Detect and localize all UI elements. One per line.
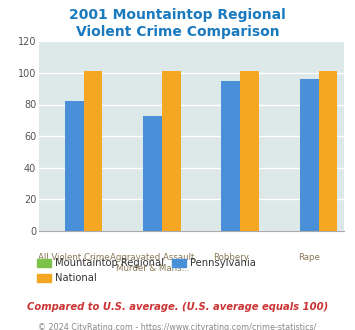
Text: Robbery: Robbery — [213, 253, 249, 262]
Bar — [318, 71, 337, 231]
Text: 2001 Mountaintop Regional: 2001 Mountaintop Regional — [69, 8, 286, 22]
Bar — [162, 71, 181, 231]
Text: Aggravated Assault
Murder & Mans...: Aggravated Assault Murder & Mans... — [110, 253, 195, 273]
Text: All Violent Crime: All Violent Crime — [38, 253, 110, 262]
Text: Rape: Rape — [298, 253, 320, 262]
Bar — [222, 81, 240, 231]
Text: Compared to U.S. average. (U.S. average equals 100): Compared to U.S. average. (U.S. average … — [27, 302, 328, 312]
Bar — [143, 115, 162, 231]
Bar — [240, 71, 259, 231]
Legend: Mountaintop Regional, National, Pennsylvania: Mountaintop Regional, National, Pennsylv… — [33, 254, 260, 287]
Bar — [65, 101, 84, 231]
Text: Violent Crime Comparison: Violent Crime Comparison — [76, 25, 279, 39]
Bar — [300, 79, 318, 231]
Text: © 2024 CityRating.com - https://www.cityrating.com/crime-statistics/: © 2024 CityRating.com - https://www.city… — [38, 323, 317, 330]
Bar — [84, 71, 103, 231]
